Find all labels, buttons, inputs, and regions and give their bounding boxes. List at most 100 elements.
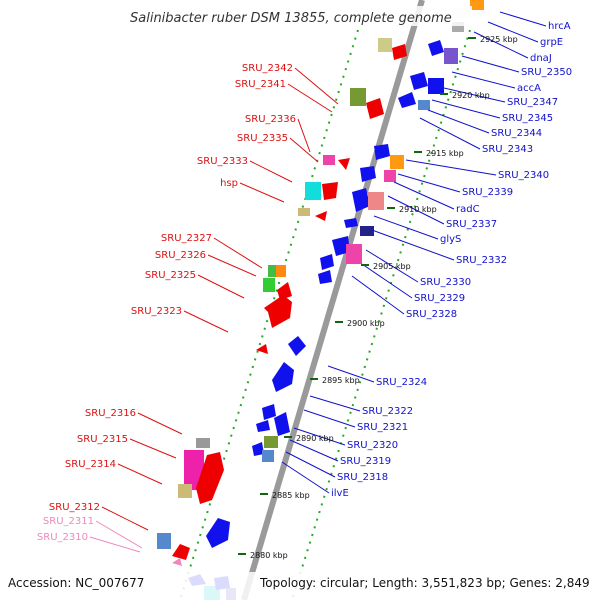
gene-label-sru-2350[interactable]: SRU_2350 xyxy=(521,67,572,78)
gene-arrow xyxy=(374,144,390,160)
gene-label-sru-2339[interactable]: SRU_2339 xyxy=(462,187,513,198)
callout-line xyxy=(183,310,229,333)
callout-line xyxy=(89,536,141,553)
gene-label-sru-2324[interactable]: SRU_2324 xyxy=(376,377,427,388)
gene-label-acca[interactable]: accA xyxy=(517,83,541,94)
gene-label-sru-2310[interactable]: SRU_2310 xyxy=(37,532,88,543)
callout-line xyxy=(95,520,143,549)
gene-arrow xyxy=(272,362,294,392)
callout-line xyxy=(419,117,481,150)
callout-line xyxy=(239,182,285,203)
gene-label-sru-2337[interactable]: SRU_2337 xyxy=(446,219,497,230)
gene-label-sru-2329[interactable]: SRU_2329 xyxy=(414,293,465,304)
gene-label-ilve[interactable]: ilvE xyxy=(331,488,349,499)
callout-line xyxy=(297,118,311,153)
gene-label-sru-2328[interactable]: SRU_2328 xyxy=(406,309,457,320)
gene-label-sru-2347[interactable]: SRU_2347 xyxy=(507,97,558,108)
gene-label-dnaj[interactable]: dnaJ xyxy=(530,53,552,64)
gene-label-sru-2312[interactable]: SRU_2312 xyxy=(49,502,100,513)
gene-label-sru-2322[interactable]: SRU_2322 xyxy=(362,406,413,417)
gene-label-glys[interactable]: glyS xyxy=(440,234,461,245)
gene-block xyxy=(268,265,278,277)
scale-tick-label: 2895 kbp xyxy=(322,376,360,385)
callout-line xyxy=(373,215,439,240)
gene-arrow xyxy=(360,166,376,182)
gene-label-sru-2342[interactable]: SRU_2342 xyxy=(242,63,293,74)
gene-block xyxy=(384,170,396,182)
gene-label-sru-2320[interactable]: SRU_2320 xyxy=(347,440,398,451)
callout-line xyxy=(393,181,455,210)
gene-block xyxy=(262,450,274,462)
gene-block xyxy=(428,78,444,94)
gene-label-hsp[interactable]: hsp xyxy=(220,178,238,189)
gene-label-sru-2332[interactable]: SRU_2332 xyxy=(456,255,507,266)
gene-label-hrca[interactable]: hrcA xyxy=(548,21,571,32)
gene-block xyxy=(276,265,286,277)
gene-label-sru-2344[interactable]: SRU_2344 xyxy=(491,128,542,139)
gene-label-sru-2340[interactable]: SRU_2340 xyxy=(498,170,549,181)
callout-line xyxy=(461,55,520,73)
footer-backdrop xyxy=(0,572,600,600)
callout-line xyxy=(309,395,361,412)
gene-block xyxy=(178,484,192,498)
right-callout-lines xyxy=(281,11,547,494)
gene-label-sru-2323[interactable]: SRU_2323 xyxy=(131,306,182,317)
gene-block xyxy=(264,436,278,448)
gene-block xyxy=(390,155,404,169)
gene-label-sru-2325[interactable]: SRU_2325 xyxy=(145,270,196,281)
gene-label-sru-2327[interactable]: SRU_2327 xyxy=(161,233,212,244)
gene-label-radc[interactable]: radC xyxy=(456,204,480,215)
callout-line xyxy=(427,109,490,134)
gene-label-sru-2330[interactable]: SRU_2330 xyxy=(420,277,471,288)
gene-arrow xyxy=(264,295,292,328)
gene-block xyxy=(452,22,464,32)
gene-label-sru-2333[interactable]: SRU_2333 xyxy=(197,156,248,167)
gene-label-sru-2316[interactable]: SRU_2316 xyxy=(85,408,136,419)
gene-label-sru-2321[interactable]: SRU_2321 xyxy=(357,422,408,433)
gene-label-grpe[interactable]: grpE xyxy=(540,37,563,48)
gene-label-sru-2319[interactable]: SRU_2319 xyxy=(340,456,391,467)
gene-arrow xyxy=(332,236,350,256)
gene-label-sru-2326[interactable]: SRU_2326 xyxy=(155,250,206,261)
callout-line xyxy=(451,71,516,89)
callout-line xyxy=(397,173,461,193)
gene-block xyxy=(157,533,171,549)
scale-tick-label: 2900 kbp xyxy=(347,319,385,328)
callout-line xyxy=(207,254,257,277)
accession-label: Accession: NC_007677 xyxy=(8,576,144,590)
gene-block xyxy=(350,88,366,106)
map-title: Salinibacter ruber DSM 13855, complete g… xyxy=(130,11,452,26)
gene-arrow xyxy=(252,442,264,456)
scale-tick-label: 2910 kbp xyxy=(399,205,437,214)
callout-line xyxy=(405,159,497,176)
callout-line xyxy=(443,87,506,103)
scale-tick-label: 2925 kbp xyxy=(480,35,518,44)
gene-label-sru-2336[interactable]: SRU_2336 xyxy=(245,114,296,125)
callout-line xyxy=(101,506,149,531)
gene-arrow xyxy=(277,282,292,300)
gene-block xyxy=(298,208,310,216)
gene-arrow xyxy=(398,92,416,108)
gene-label-sru-2345[interactable]: SRU_2345 xyxy=(502,113,553,124)
callout-line xyxy=(431,99,501,119)
gene-label-sru-2318[interactable]: SRU_2318 xyxy=(337,472,388,483)
gene-label-sru-2314[interactable]: SRU_2314 xyxy=(65,459,116,470)
callout-line xyxy=(289,439,339,462)
gene-arrow xyxy=(288,336,306,356)
gene-arrow xyxy=(338,158,350,170)
gene-block xyxy=(196,438,210,448)
gene-arrow xyxy=(322,182,338,200)
title-backdrop xyxy=(128,6,472,26)
gene-label-sru-2315[interactable]: SRU_2315 xyxy=(77,434,128,445)
gene-arrow xyxy=(262,404,276,420)
gene-label-sru-2335[interactable]: SRU_2335 xyxy=(237,133,288,144)
gene-arrow xyxy=(172,558,182,566)
gene-label-sru-2341[interactable]: SRU_2341 xyxy=(235,79,286,90)
callout-line xyxy=(327,365,375,383)
gene-label-sru-2311[interactable]: SRU_2311 xyxy=(43,516,94,527)
callout-line xyxy=(303,409,356,428)
left-callout-lines xyxy=(89,67,339,553)
gene-label-sru-2343[interactable]: SRU_2343 xyxy=(482,144,533,155)
callout-line xyxy=(293,427,346,446)
